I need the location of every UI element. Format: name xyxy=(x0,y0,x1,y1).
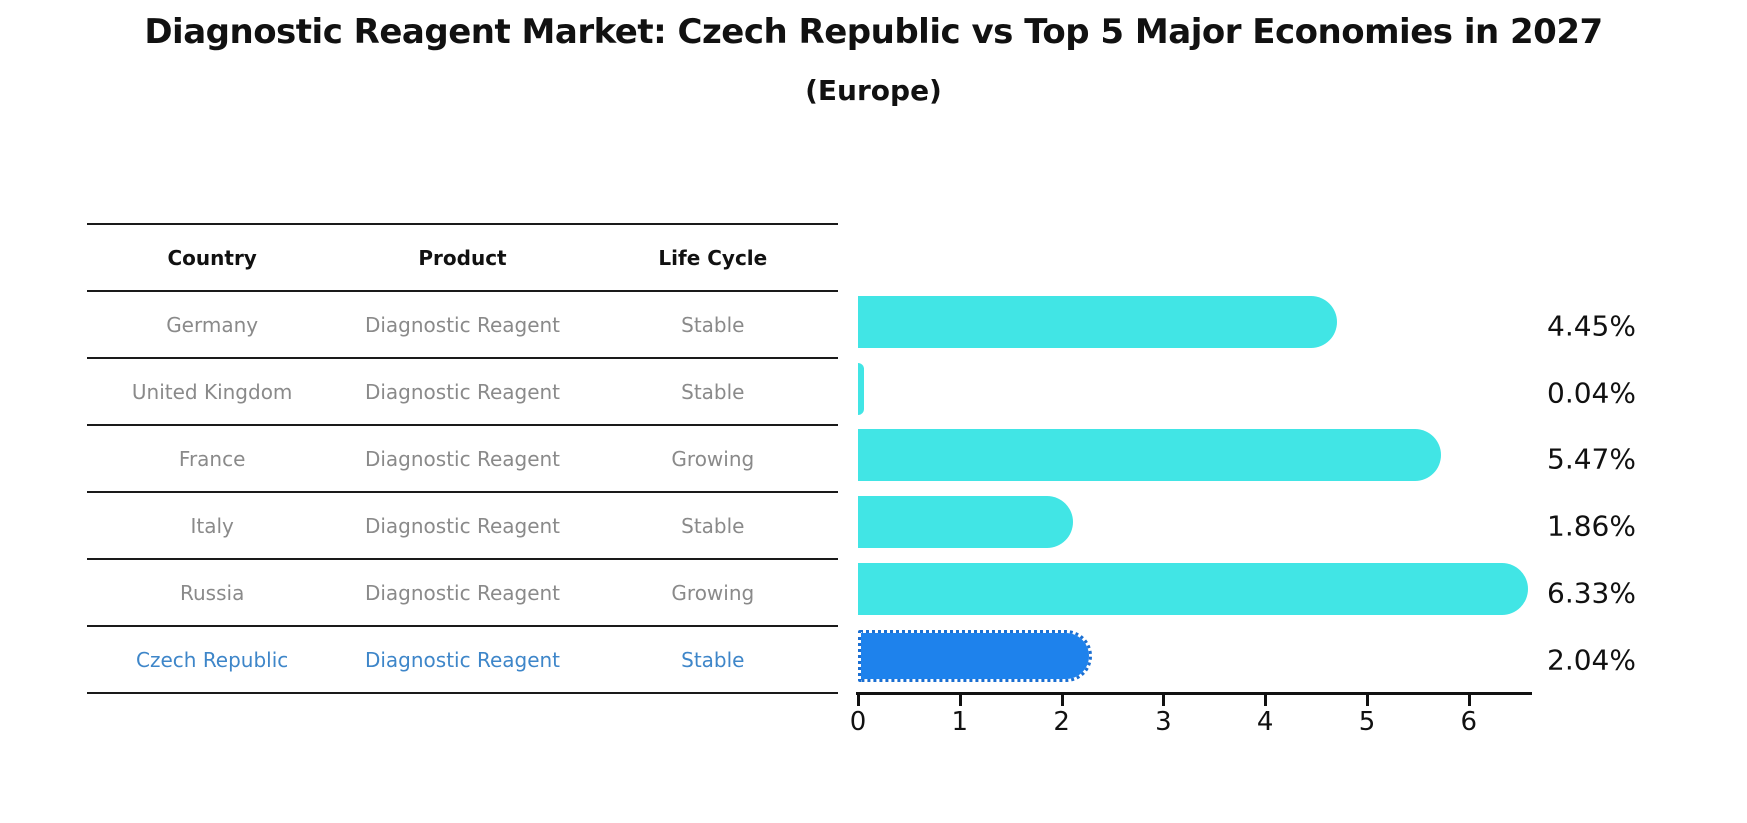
value-label-france: 5.47% xyxy=(1547,442,1636,476)
x-axis-line xyxy=(856,692,1532,695)
product-cell: Diagnostic Reagent xyxy=(364,312,561,337)
x-axis-tick-label-3: 3 xyxy=(1155,707,1172,737)
bar-italy xyxy=(858,496,1074,549)
lifecycle-cell: Stable xyxy=(681,379,745,404)
country-cell: Italy xyxy=(190,513,234,538)
table-header-row: Country Product Life Cycle xyxy=(87,225,838,292)
product-cell: Diagnostic Reagent xyxy=(364,446,561,471)
bar-france xyxy=(858,429,1441,482)
bar-united-kingdom xyxy=(858,362,865,415)
bar-russia xyxy=(858,562,1529,615)
country-cell: Russia xyxy=(180,580,245,605)
chart-subtitle: (Europe) xyxy=(805,74,942,107)
country-cell: Czech Republic xyxy=(136,647,289,672)
lifecycle-cell: Growing xyxy=(671,580,755,605)
lifecycle-cell: Growing xyxy=(671,446,755,471)
country-cell: France xyxy=(178,446,246,471)
bar-germany xyxy=(858,296,1337,348)
x-axis-tick-5 xyxy=(1366,695,1369,706)
x-axis-tick-label-1: 1 xyxy=(951,707,969,737)
table-row-russia: Russia Diagnostic Reagent Growing xyxy=(87,560,838,627)
product-cell: Diagnostic Reagent xyxy=(364,580,561,605)
value-label-united-kingdom: 0.04% xyxy=(1547,376,1636,410)
x-axis-tick-6 xyxy=(1467,695,1471,706)
x-axis-tick-label-4: 4 xyxy=(1256,707,1274,737)
table-row-italy: Italy Diagnostic Reagent Stable xyxy=(87,493,838,560)
lifecycle-cell: Stable xyxy=(681,513,745,538)
country-table: Country Product Life Cycle Germany Diagno… xyxy=(87,223,838,694)
country-cell: Germany xyxy=(166,312,259,337)
table-row-united-kingdom: United Kingdom Diagnostic Reagent Stable xyxy=(87,359,838,426)
x-axis-tick-label-0: 0 xyxy=(849,707,867,737)
x-axis-tick-1 xyxy=(958,695,962,706)
table-row-czech-republic: Czech Republic Diagnostic Reagent Stable xyxy=(87,627,838,694)
table-row-germany: Germany Diagnostic Reagent Stable xyxy=(87,292,838,359)
value-label-italy: 1.86% xyxy=(1547,509,1636,543)
table-header-product: Product xyxy=(418,245,507,270)
product-cell: Diagnostic Reagent xyxy=(364,379,561,404)
x-axis-tick-0 xyxy=(857,695,860,706)
x-axis-tick-2 xyxy=(1060,695,1064,706)
x-axis-tick-label-6: 6 xyxy=(1460,707,1478,737)
value-label-czech-republic: 2.04% xyxy=(1547,643,1636,676)
x-axis-tick-3 xyxy=(1162,695,1166,706)
value-label-russia: 6.33% xyxy=(1547,576,1636,610)
chart-title: Diagnostic Reagent Market: Czech Republi… xyxy=(144,12,1603,52)
lifecycle-cell: Stable xyxy=(681,312,745,337)
table-header-country: Country xyxy=(167,245,257,270)
table-header-lifecycle: Life Cycle xyxy=(658,245,768,270)
x-axis-tick-label-5: 5 xyxy=(1358,707,1376,737)
product-cell: Diagnostic Reagent xyxy=(364,513,561,538)
product-cell: Diagnostic Reagent xyxy=(364,647,561,672)
bar-czech-republic xyxy=(858,629,1092,682)
x-axis-tick-4 xyxy=(1264,695,1268,706)
country-cell: United Kingdom xyxy=(131,379,293,404)
table-row-france: France Diagnostic Reagent Growing xyxy=(87,426,838,493)
lifecycle-cell: Stable xyxy=(681,647,745,672)
x-axis-tick-label-2: 2 xyxy=(1053,707,1070,737)
value-label-germany: 4.45% xyxy=(1547,309,1636,343)
